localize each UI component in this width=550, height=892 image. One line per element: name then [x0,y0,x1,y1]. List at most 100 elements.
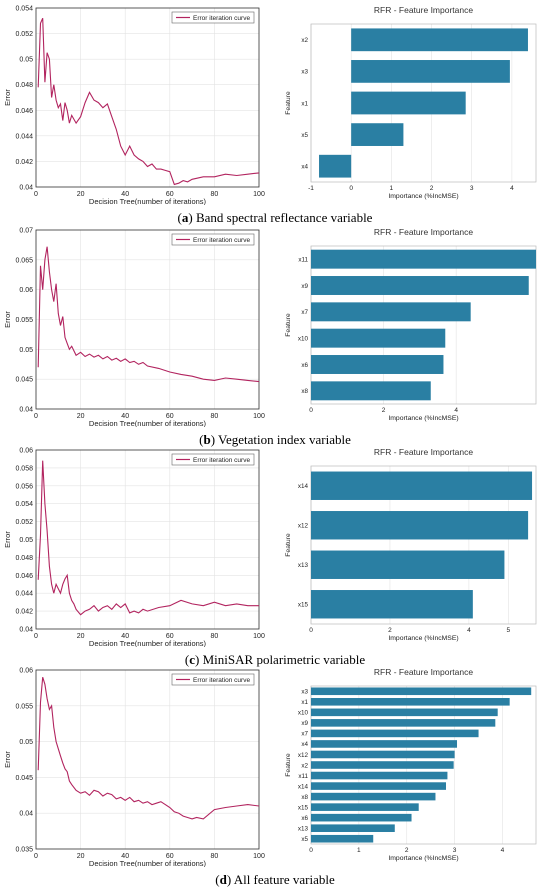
y-tick-label: x1 [301,100,308,107]
y-axis-label: Error [3,89,12,106]
bar-x6 [311,355,444,374]
x-tick-label: 0 [34,853,38,860]
bar-x7 [311,729,479,738]
bar-x12 [311,511,529,540]
x-tick-label: 0 [309,627,313,634]
feature-importance-chart-a: RFR - Feature Importance -1 0 1 2 3 4 x2 x3 x1 x5 x… [285,5,537,200]
x-axis-label: Decision Tree(number of iterations) [89,197,207,205]
y-tick-label: x11 [298,256,308,263]
x-tick-label: 100 [253,853,265,860]
y-tick-label: x2 [301,37,308,44]
legend-box [171,453,255,466]
bar-x1 [311,698,510,706]
y-tick-label: 0.04 [19,627,33,634]
x-tick-label: 80 [211,853,219,860]
y-tick-label: 0.042 [15,159,33,166]
x-tick-label: 3 [470,185,474,192]
bar-x14 [311,471,533,500]
y-tick-label: x13 [298,826,309,833]
y-tick-label: 0.06 [19,287,33,294]
caption-letter: b [203,432,211,447]
bar-x2 [351,28,528,52]
y-tick-label: x9 [301,720,308,727]
y-axis-label: Feature [285,753,292,777]
y-tick-label: x9 [301,283,308,290]
caption-open-paren: ( [184,652,190,667]
bar-x13 [311,824,395,832]
x-tick-label: 80 [211,191,219,198]
feature-importance-chart-c: RFR - Feature Importance 0 2 4 5 x14 x12 x13 x15… [285,447,537,642]
caption-letter: a [181,210,189,225]
x-tick-label: 100 [253,633,265,640]
x-tick-label: 40 [121,853,129,860]
panel-caption-b: (b) Vegetation index variable [0,432,550,448]
legend: Error iteration curve [171,453,255,466]
y-tick-label: x10 [298,335,309,342]
x-tick-label: 60 [166,633,174,640]
plot-area [35,7,260,188]
y-tick-label: 0.048 [15,82,33,89]
x-tick-label: 0 [34,191,38,198]
plot-area [310,245,537,405]
x-axis-label: Importance (%IncMSE) [388,855,458,862]
y-tick-label: 0.045 [15,775,33,782]
y-tick-label: x12 [298,523,309,530]
x-tick-label: 100 [253,413,265,420]
bar-x11 [311,771,448,780]
x-tick-label: 0 [309,847,313,854]
y-tick-label: x12 [298,752,309,759]
bar-x3 [351,60,510,83]
y-tick-label: 0.058 [15,465,33,472]
panel-caption-c: (c) MiniSAR polarimetric variable [0,652,550,668]
legend-label: Error iteration curve [193,15,250,22]
chart-title: RFR - Feature Importance [374,5,473,15]
bar-x3 [311,687,532,696]
legend-label: Error iteration curve [193,677,250,684]
x-tick-label: 40 [121,413,129,420]
x-axis-label: Decision Tree(number of iterations) [89,859,207,867]
y-tick-label: x5 [301,836,308,843]
bar-x9 [311,719,496,727]
y-tick-label: x7 [301,309,308,316]
x-tick-label: 2 [405,847,409,854]
legend: Error iteration curve [171,11,255,24]
y-tick-label: x15 [298,804,309,811]
legend-box [171,11,255,24]
x-tick-label: 60 [166,413,174,420]
bar-x13 [311,550,505,579]
y-tick-label: 0.07 [19,228,33,235]
y-tick-label: 0.045 [15,377,33,384]
x-axis-label: Decision Tree(number of iterations) [89,639,207,647]
x-tick-label: 20 [77,633,85,640]
plot-area [310,465,537,625]
caption-text: Vegetation index variable [218,432,351,447]
y-tick-label: x3 [301,69,308,76]
x-tick-label: 60 [166,191,174,198]
x-axis-label: Importance (%IncMSE) [388,193,458,200]
x-tick-label: 4 [501,847,505,854]
bar-x12 [311,750,455,759]
y-tick-label: 0.05 [19,57,33,64]
x-tick-label: 3 [453,847,457,854]
y-axis-label: Feature [285,313,292,337]
bar-x15 [311,803,419,811]
caption-open-paren: ( [177,210,182,225]
caption-text: Band spectral reflectance variable [195,210,373,225]
caption-open-paren: ( [215,872,220,887]
y-tick-label: x14 [298,483,309,490]
x-tick-label: 4 [510,185,514,192]
error-curve-line [37,677,260,820]
y-tick-label: 0.055 [15,703,33,710]
error-curve-line [37,17,260,186]
legend: Error iteration curve [171,673,255,686]
x-tick-label: 2 [388,627,392,634]
y-tick-label: 0.044 [15,591,33,598]
x-tick-label: 5 [507,627,511,634]
x-tick-label: 0 [34,413,38,420]
bar-x15 [311,590,473,619]
y-tick-label: x8 [301,794,308,801]
y-tick-label: 0.054 [15,6,33,13]
chart-title: RFR - Feature Importance [374,227,473,237]
y-tick-label: x1 [301,699,308,706]
y-tick-label: 0.054 [15,501,33,508]
